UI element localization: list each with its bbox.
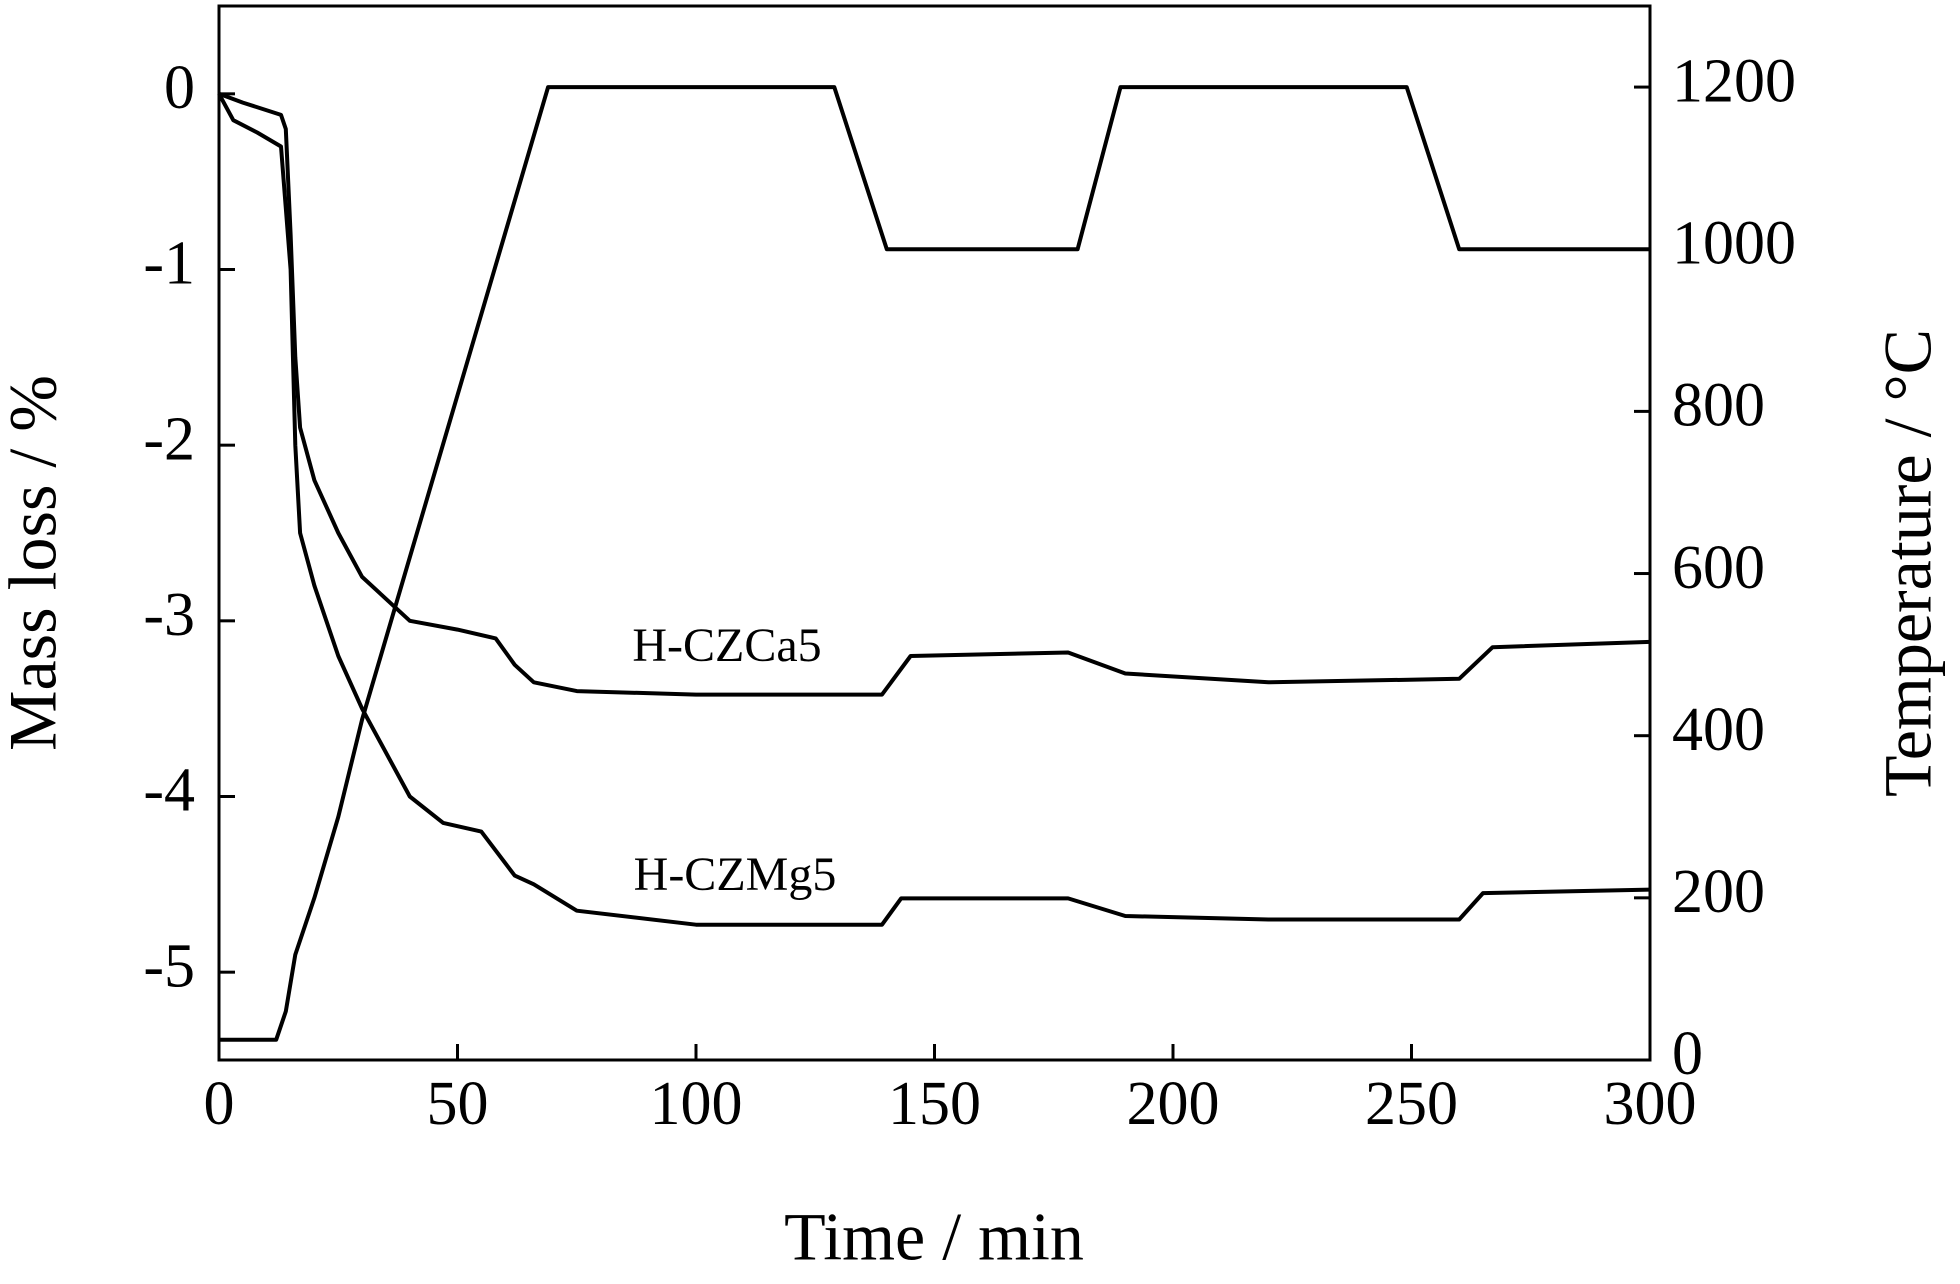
y2-tick-label: 400 xyxy=(1672,696,1765,764)
y2-tick-label: 0 xyxy=(1672,1020,1703,1088)
x-tick-label: 150 xyxy=(888,1070,981,1138)
y-tick-label: -1 xyxy=(143,230,195,298)
y-tick-label: -4 xyxy=(143,757,195,825)
y2-tick-label: 1000 xyxy=(1672,209,1796,277)
y-tick-label: 0 xyxy=(164,54,195,122)
x-tick-label: 0 xyxy=(204,1070,235,1138)
y-axis-title: Mass loss / % xyxy=(0,375,71,751)
x-tick-label: 100 xyxy=(650,1070,743,1138)
y2-tick-label: 200 xyxy=(1672,858,1765,926)
y2-axis-title: Temperature / °C xyxy=(1870,329,1946,797)
y2-tick-label: 800 xyxy=(1672,372,1765,440)
x-tick-label: 50 xyxy=(427,1070,489,1138)
plot-frame xyxy=(217,4,1652,1062)
x-tick-label: 300 xyxy=(1604,1070,1697,1138)
series-label: H-CZCa5 xyxy=(632,619,821,672)
y-tick-label: -5 xyxy=(143,932,195,1000)
y-tick-label: -3 xyxy=(143,581,195,649)
data-line xyxy=(217,92,1651,927)
x-tick-label: 250 xyxy=(1365,1070,1458,1138)
x-axis-title: Time / min xyxy=(784,1199,1084,1275)
series-label: H-CZMg5 xyxy=(634,848,837,901)
x-tick-label: 200 xyxy=(1127,1070,1220,1138)
y-tick-label: -2 xyxy=(143,405,195,473)
data-line xyxy=(219,85,1650,1042)
y2-tick-label: 600 xyxy=(1672,534,1765,602)
data-line xyxy=(218,91,1651,697)
y2-tick-label: 1200 xyxy=(1672,47,1796,115)
